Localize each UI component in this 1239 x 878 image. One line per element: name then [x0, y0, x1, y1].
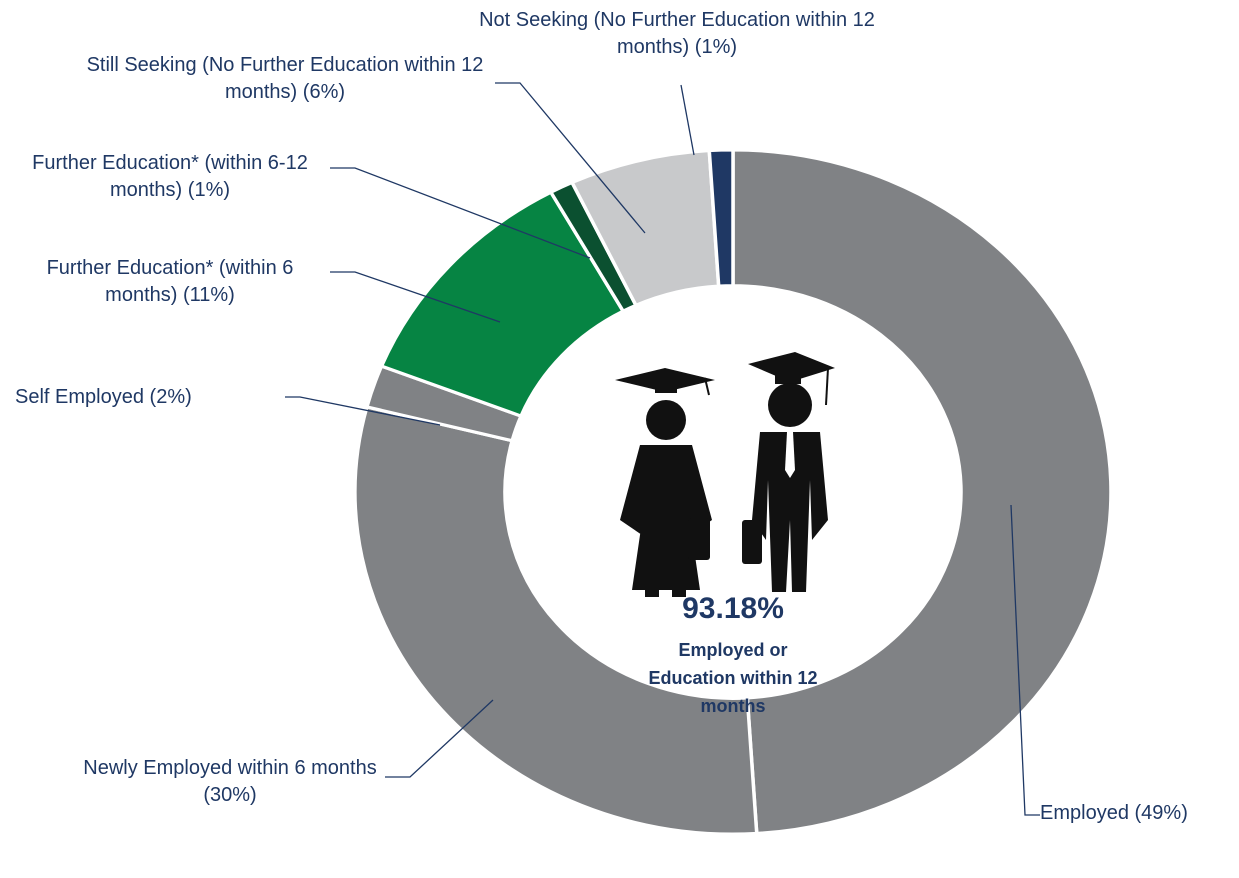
category: Further Education* (within 6 months) [46, 257, 294, 306]
slice-label: Employed (49%) [1040, 800, 1230, 827]
value-label: (6%) [302, 81, 346, 103]
slice-label: Further Education* (within 6 months) (11… [15, 255, 325, 309]
donut-slice [731, 148, 1113, 836]
slice-label: Not Seeking (No Further Education within… [462, 7, 892, 61]
leader-line [330, 271, 501, 323]
category: Self Employed [15, 386, 144, 408]
center-caption: Employed or Education within 12 months [648, 640, 818, 716]
leader-line [285, 396, 441, 426]
value-label: (49%) [1134, 802, 1188, 824]
center-value: 93.18% [682, 592, 784, 625]
category: Further Education* (within 6-12 months) [32, 152, 308, 201]
slice-label: Further Education* (within 6-12 months) … [10, 150, 330, 204]
leader-line [1010, 504, 1040, 816]
category: Newly Employed within 6 months [83, 757, 377, 779]
donut-slice [353, 404, 759, 836]
category: Not Seeking (No Further Education within… [479, 9, 875, 58]
slice-label: Still Seeking (No Further Education with… [75, 52, 495, 106]
slice-label: Newly Employed within 6 months (30%) [80, 755, 380, 809]
category: Still Seeking (No Further Education with… [86, 54, 484, 103]
graduates-icon [615, 352, 835, 597]
leader-line [495, 82, 646, 234]
slice-label: Self Employed (2%) [15, 384, 285, 411]
value-label: (30%) [203, 784, 257, 806]
leader-line [680, 84, 695, 156]
leader-lines [285, 82, 1040, 816]
value-label: (1%) [187, 179, 231, 201]
value-label: (2%) [149, 386, 192, 408]
leader-line [385, 699, 494, 778]
value-label: (11%) [182, 284, 235, 306]
donut-slice [707, 148, 735, 288]
donut [353, 148, 1113, 836]
category: Employed [1040, 802, 1129, 824]
leader-line [330, 167, 591, 259]
value-label: (1%) [694, 36, 738, 58]
